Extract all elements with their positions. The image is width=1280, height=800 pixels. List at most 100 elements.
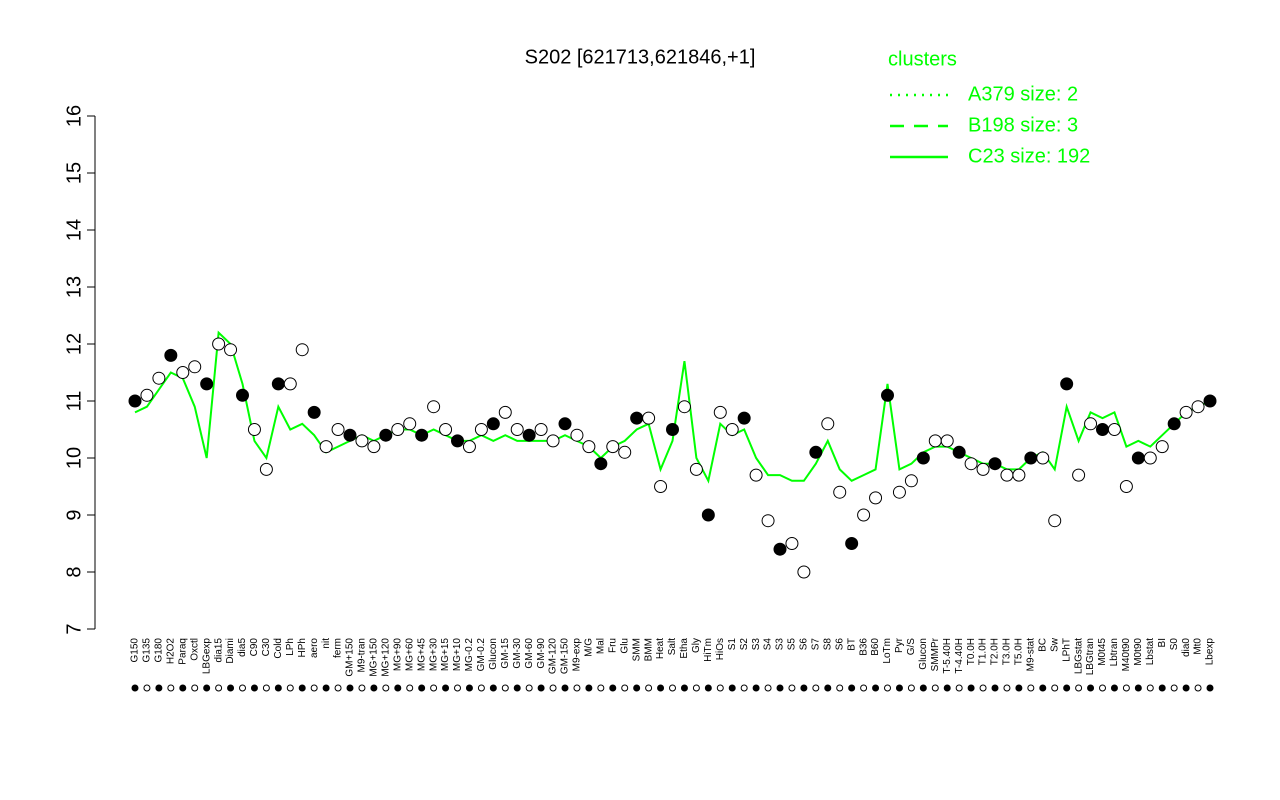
x-tick-label: LoTm xyxy=(882,638,893,664)
x-marker xyxy=(430,684,438,692)
x-marker xyxy=(776,684,784,692)
x-marker xyxy=(394,684,402,692)
x-tick-label: T-5.40H xyxy=(942,638,953,674)
point xyxy=(725,423,739,436)
x-marker xyxy=(609,684,617,692)
x-marker xyxy=(955,684,963,692)
x-marker xyxy=(1039,684,1047,692)
x-tick-label: Glucon xyxy=(488,638,499,670)
point xyxy=(773,542,787,556)
x-tick-label: Mt0 xyxy=(1193,638,1204,655)
x-marker xyxy=(513,684,521,692)
x-marker xyxy=(489,684,497,692)
point xyxy=(474,423,488,436)
x-tick-label: M0t45 xyxy=(1097,638,1108,666)
x-marker xyxy=(1182,684,1190,692)
x-marker xyxy=(680,684,688,692)
x-tick-label: LBGstat xyxy=(1073,638,1084,674)
point xyxy=(749,468,763,482)
point xyxy=(594,457,608,471)
point xyxy=(701,508,715,522)
x-marker xyxy=(573,684,581,692)
x-tick-label: Oxctl xyxy=(189,638,200,661)
point xyxy=(642,411,656,425)
point xyxy=(140,388,154,402)
y-tick-label: 16 xyxy=(63,105,85,127)
point xyxy=(188,360,202,374)
x-marker xyxy=(1003,684,1011,692)
x-tick-label: Mal xyxy=(595,638,606,654)
x-marker xyxy=(250,684,258,692)
point xyxy=(809,445,823,459)
x-tick-label: MG+150 xyxy=(369,638,380,677)
x-tick-label: M40t90 xyxy=(1121,638,1132,672)
x-marker xyxy=(274,684,282,692)
x-marker xyxy=(860,684,868,692)
x-tick-label: B36 xyxy=(858,638,869,656)
x-marker xyxy=(131,684,139,692)
x-tick-label: T3.0H xyxy=(1002,638,1013,665)
x-tick-label: S7 xyxy=(810,638,821,651)
x-tick-label: BI xyxy=(1157,638,1168,647)
x-tick-label: SMM xyxy=(631,638,642,661)
x-marker xyxy=(633,684,641,692)
point xyxy=(713,405,727,419)
x-marker xyxy=(764,684,772,692)
point xyxy=(307,405,321,419)
x-tick-label: S1 xyxy=(727,638,738,651)
legend-label: A379 size: 2 xyxy=(968,83,1078,105)
x-marker xyxy=(800,684,808,692)
point xyxy=(845,537,859,550)
point xyxy=(1084,417,1098,431)
point xyxy=(546,434,560,448)
x-tick-label: Cold xyxy=(273,638,284,659)
x-tick-label: GM-150 xyxy=(560,638,571,675)
point xyxy=(582,440,596,454)
y-tick-label: 8 xyxy=(63,566,85,577)
x-tick-label: MG+10 xyxy=(452,638,463,672)
x-tick-label: BC xyxy=(1037,638,1048,652)
x-tick-label: H2O2 xyxy=(165,638,176,665)
x-marker xyxy=(155,684,163,692)
point xyxy=(666,423,679,436)
x-tick-label: Glucon xyxy=(918,638,929,670)
x-tick-label: S3 xyxy=(751,638,762,651)
x-tick-label: T-4.40H xyxy=(954,638,965,674)
point xyxy=(415,428,429,442)
x-marker xyxy=(884,684,891,692)
point xyxy=(200,377,214,391)
x-tick-label: LPhT xyxy=(1061,638,1072,662)
x-marker xyxy=(1075,684,1083,692)
point xyxy=(486,417,500,431)
point xyxy=(630,411,644,425)
x-tick-label: MG+90 xyxy=(392,638,403,672)
x-tick-label: G180 xyxy=(154,638,165,663)
x-tick-label: GM-0.2 xyxy=(476,638,487,672)
x-marker xyxy=(716,684,724,692)
x-tick-label: HiTm xyxy=(703,638,714,662)
x-tick-label: C30 xyxy=(261,638,272,657)
point xyxy=(833,485,847,499)
point xyxy=(1191,400,1205,414)
x-tick-label: dia5 xyxy=(237,638,248,657)
y-tick-label: 12 xyxy=(63,333,85,355)
x-marker xyxy=(406,684,414,692)
point xyxy=(737,411,751,425)
point xyxy=(964,457,978,471)
legend-title: clusters xyxy=(888,48,957,70)
x-tick-label: ferm xyxy=(333,638,344,658)
x-marker xyxy=(334,684,342,692)
x-marker xyxy=(728,684,736,692)
x-tick-label: T0.0H xyxy=(966,638,977,665)
point xyxy=(677,400,691,414)
x-tick-label: T5.0H xyxy=(1014,638,1025,665)
x-tick-label: Lbexp xyxy=(1205,638,1216,666)
x-marker xyxy=(943,684,951,692)
point xyxy=(821,417,835,431)
point xyxy=(522,428,536,442)
x-marker xyxy=(358,684,366,692)
x-tick-label: S5 xyxy=(787,638,798,651)
point xyxy=(152,371,166,385)
x-tick-label: MG+45 xyxy=(416,638,427,672)
